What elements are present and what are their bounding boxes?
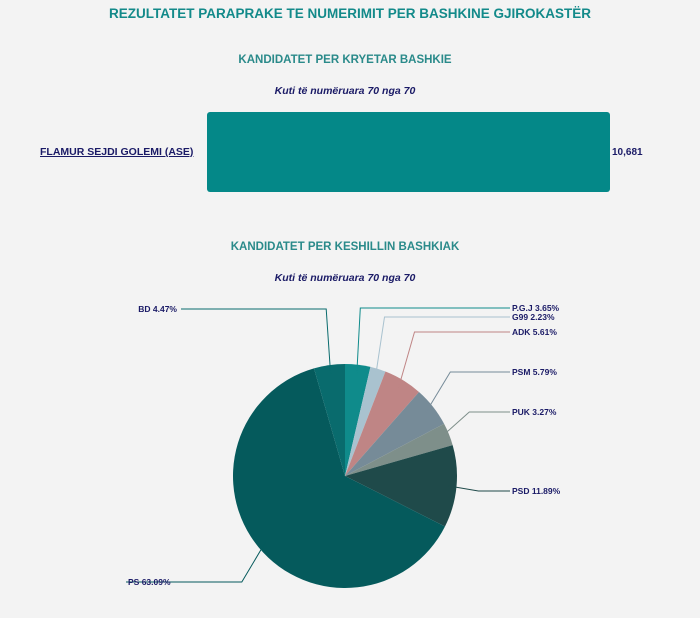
- pie-leader-psd: [447, 485, 510, 492]
- mayor-chart-title: KANDIDATET PER KRYETAR BASHKIE: [238, 54, 452, 66]
- pie-slice-psd: [345, 445, 457, 527]
- pie-label-g99: G99 2.23%: [512, 312, 555, 322]
- mayor-candidate-votes: 10,681: [612, 147, 643, 158]
- council-boxes-counted: Kuti të numëruara 70 nga 70: [274, 272, 416, 284]
- pie-leader-pgj: [356, 307, 510, 374]
- pie-label-psd: PSD 11.89%: [512, 486, 561, 496]
- pie-slice-psm: [345, 391, 445, 476]
- pie-leader-ps: [126, 541, 267, 583]
- pie-leader-adk: [398, 331, 510, 389]
- mayor-candidate-link[interactable]: FLAMUR SEJDI GOLEMI (ASE): [40, 146, 194, 158]
- pie-label-pgj: P.G.J 3.65%: [512, 303, 560, 313]
- pie-slice-adk: [345, 371, 420, 476]
- pie-leader-puk: [440, 411, 510, 438]
- pie-slice-g99: [345, 366, 386, 476]
- pie-leader-g99: [374, 316, 510, 378]
- pie-slice-bd: [313, 364, 345, 476]
- pie-slice-ps: [232, 368, 445, 589]
- pie-slice-pgj: [345, 364, 371, 476]
- pie-label-adk: ADK 5.61%: [512, 327, 557, 337]
- pie-label-psm: PSM 5.79%: [512, 367, 557, 377]
- mayor-boxes-counted: Kuti të numëruara 70 nga 70: [274, 85, 416, 97]
- pie-slice-puk: [345, 423, 453, 476]
- pie-leader-bd: [181, 308, 332, 375]
- council-chart-title: KANDIDATET PER KESHILLIN BASHKIAK: [230, 241, 460, 253]
- mayor-candidate-bar: [207, 112, 610, 192]
- page-title: REZULTATET PARAPRAKE TE NUMERIMIT PER BA…: [108, 6, 591, 21]
- pie-label-ps: PS 63.09%: [128, 577, 171, 587]
- pie-label-puk: PUK 3.27%: [512, 407, 557, 417]
- pie-label-bd: BD 4.47%: [138, 304, 177, 314]
- pie-leader-psm: [425, 371, 510, 413]
